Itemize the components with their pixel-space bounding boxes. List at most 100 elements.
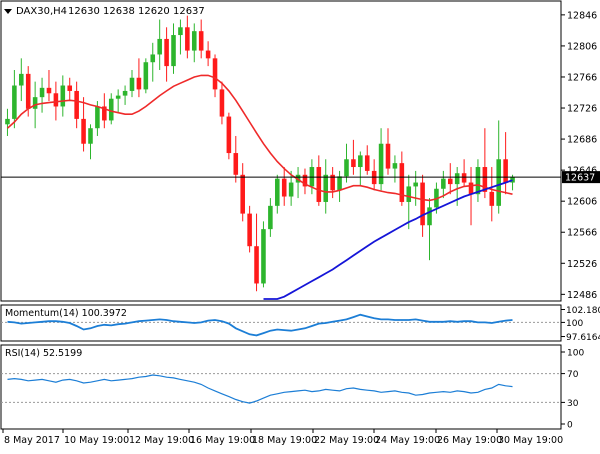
candle-body bbox=[136, 77, 142, 90]
time-tick-label: 8 May 2017 bbox=[4, 435, 60, 446]
candle-body bbox=[226, 116, 232, 154]
candle-body bbox=[261, 229, 266, 284]
candle-body bbox=[60, 85, 66, 107]
candle-body bbox=[489, 191, 495, 206]
time-tick-label: 30 May 19:00 bbox=[498, 435, 563, 446]
price-tick-label: 12606 bbox=[567, 197, 597, 208]
price-tick-label: 12686 bbox=[567, 135, 597, 146]
momentum-tick-label: 102.1806 bbox=[566, 306, 600, 316]
candle-body bbox=[25, 73, 31, 109]
candle-body bbox=[95, 106, 100, 129]
candle-body bbox=[122, 90, 128, 96]
candle-body bbox=[441, 178, 446, 189]
candle-body bbox=[275, 178, 280, 206]
candle-body bbox=[427, 207, 432, 226]
time-tick-label: 26 May 19:00 bbox=[437, 435, 502, 446]
candle-body bbox=[420, 182, 425, 226]
candle-body bbox=[53, 93, 59, 107]
price-tick-label: 12566 bbox=[567, 228, 597, 239]
rsi-layer: 100 70 30 0 bbox=[1, 349, 584, 431]
candle-body bbox=[233, 153, 239, 175]
last-price-box bbox=[562, 171, 600, 184]
candle-body bbox=[108, 98, 114, 121]
candle-body bbox=[171, 35, 176, 67]
time-tick-label: 24 May 19:00 bbox=[375, 435, 440, 446]
candle-body bbox=[323, 174, 329, 202]
time-tick-label: 18 May 19:00 bbox=[252, 435, 317, 446]
price-tick-label: 12806 bbox=[567, 41, 597, 52]
price-tick-label: 12846 bbox=[567, 10, 597, 21]
candle-body bbox=[164, 38, 169, 67]
candle-body bbox=[385, 143, 391, 169]
candle-body bbox=[503, 159, 508, 183]
candle-body bbox=[12, 85, 17, 119]
candle-body bbox=[185, 27, 190, 51]
momentum-line bbox=[7, 313, 513, 337]
candle-body bbox=[468, 182, 474, 195]
moving-averages-layer bbox=[6, 74, 513, 300]
candles-layer bbox=[5, 15, 515, 292]
price-tick-label: 12726 bbox=[567, 104, 597, 115]
candle-body bbox=[178, 27, 183, 36]
candle-body bbox=[150, 54, 156, 63]
candle-body bbox=[330, 174, 335, 191]
candle-body bbox=[288, 182, 294, 197]
triangle-down-icon[interactable] bbox=[4, 9, 12, 14]
candle-body bbox=[447, 178, 453, 185]
time-tick-label: 22 May 19:00 bbox=[314, 435, 379, 446]
candle-body bbox=[129, 77, 135, 91]
candle-body bbox=[102, 106, 107, 121]
time-tick-label: 12 May 19:00 bbox=[129, 435, 194, 446]
candle-body bbox=[316, 167, 322, 202]
candle-body bbox=[510, 177, 515, 183]
momentum-tick-label: 100 bbox=[566, 319, 583, 329]
candle-body bbox=[364, 155, 370, 171]
rsi-title: RSI(14) 52.5199 bbox=[5, 348, 82, 359]
candle-body bbox=[454, 173, 460, 185]
rsi-tick-label: 30 bbox=[567, 399, 579, 409]
candle-body bbox=[205, 50, 211, 59]
price-tick-label: 12526 bbox=[567, 259, 597, 270]
candle-body bbox=[240, 174, 245, 214]
candle-body bbox=[496, 159, 501, 206]
candle-body bbox=[5, 118, 10, 125]
rsi-line bbox=[7, 374, 513, 404]
candle-body bbox=[88, 128, 93, 144]
time-tick-label: 10 May 19:00 bbox=[64, 435, 129, 446]
candle-body bbox=[358, 155, 363, 168]
candle-body bbox=[302, 174, 308, 187]
price-tick-label: 12486 bbox=[567, 290, 597, 301]
main-panel-frame bbox=[0, 0, 562, 302]
candle-body bbox=[399, 163, 405, 202]
candle-body bbox=[351, 159, 356, 168]
candle-body bbox=[392, 163, 398, 169]
candle-body bbox=[143, 62, 149, 90]
momentum-layer: 102.1806 100 97.6164 bbox=[1, 306, 600, 343]
candle-body bbox=[39, 87, 45, 98]
candle-body bbox=[19, 73, 24, 86]
candle-body bbox=[46, 87, 52, 94]
candle-body bbox=[74, 90, 79, 119]
candle-body bbox=[268, 205, 273, 230]
candle-body bbox=[337, 176, 342, 191]
momentum-title: Momentum(14) 100.3972 bbox=[5, 308, 127, 319]
momentum-tick-label: 97.6164 bbox=[566, 333, 600, 343]
candle-body bbox=[413, 182, 418, 187]
candle-body bbox=[254, 246, 259, 284]
candle-body bbox=[281, 178, 287, 197]
candle-body bbox=[115, 95, 121, 99]
candle-body bbox=[378, 143, 384, 185]
sma-slow-line bbox=[263, 179, 513, 300]
candle-body bbox=[461, 173, 467, 183]
sma-fast-line bbox=[6, 74, 513, 202]
candle-body bbox=[81, 118, 86, 144]
candle-body bbox=[157, 38, 162, 55]
rsi-tick-label: 70 bbox=[567, 370, 579, 380]
candle-body bbox=[212, 58, 218, 90]
candle-body bbox=[32, 97, 38, 109]
ohlc-values: 12630 12638 12620 12637 bbox=[68, 6, 205, 17]
rsi-panel-frame bbox=[0, 344, 562, 430]
candle-body bbox=[344, 159, 349, 177]
